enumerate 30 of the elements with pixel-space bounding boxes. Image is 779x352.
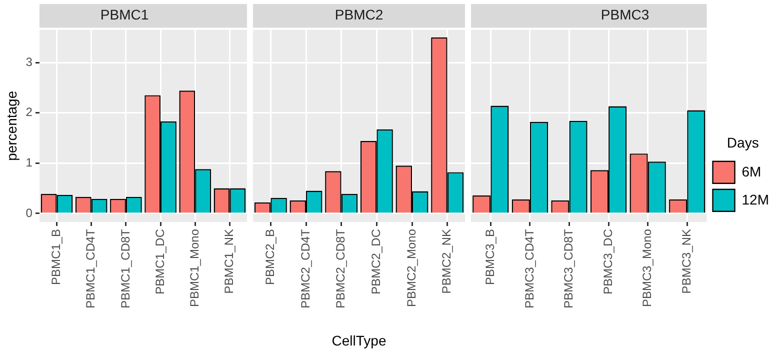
x-tick-label: PBMC2_CD8T — [334, 228, 348, 308]
y-axis-title: percentage — [3, 90, 20, 161]
legend-label: 6M — [742, 163, 762, 180]
y-tick-label: 0 — [26, 206, 33, 220]
legend-label: 12M — [742, 191, 769, 208]
x-tick-label: PBMC2_DC — [368, 228, 383, 294]
x-tick-label: PBMC3_CD4T — [522, 228, 536, 308]
x-tick-label: PBMC1_B — [49, 229, 64, 286]
x-tick-label: PBMC3_Mono — [640, 228, 654, 308]
x-tick-label: PBMC2_Mono — [404, 228, 418, 308]
y-tick-label: 3 — [26, 54, 33, 69]
x-tick-label: PBMC2_B — [262, 229, 277, 286]
x-tick-label: PBMC3_B — [482, 229, 497, 286]
chart-title: PBMC2 — [334, 6, 384, 22]
y-tick-label: 2 — [26, 105, 33, 120]
chart-title: PBMC3 — [600, 6, 650, 22]
chart-title: PBMC1 — [100, 6, 149, 22]
x-tick-label: PBMC3_CD8T — [562, 228, 576, 308]
x-tick-label: PBMC3_DC — [600, 228, 615, 294]
legend-title: Days — [726, 134, 759, 150]
x-tick-label: PBMC1_NK — [222, 229, 236, 294]
x-tick-label: PBMC1_CD8T — [118, 228, 132, 308]
y-tick-label: 1 — [26, 155, 33, 170]
x-axis-title: CellType — [332, 332, 386, 348]
x-tick-label: PBMC2_CD4T — [298, 228, 312, 308]
x-tick-label: PBMC3_NK — [679, 229, 694, 294]
x-tick-label: PBMC1_Mono — [187, 228, 202, 308]
x-tick-label: PBMC1_DC — [152, 228, 167, 294]
x-tick-label: PBMC2_NK — [440, 229, 454, 294]
x-tick-label: PBMC1_CD4T — [84, 228, 98, 308]
